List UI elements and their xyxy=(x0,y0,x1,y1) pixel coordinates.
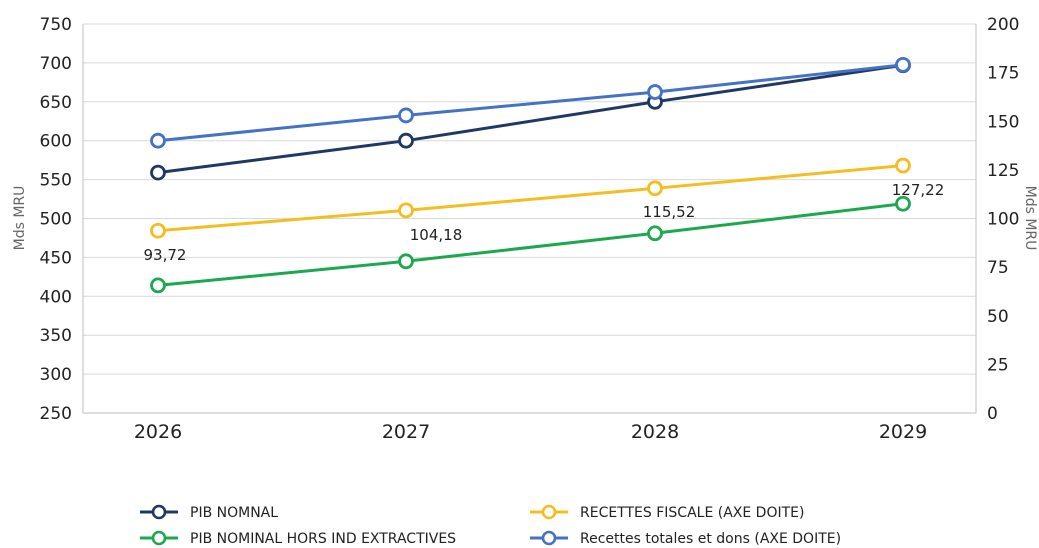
left-tick-label: 400 xyxy=(40,287,72,307)
left-axis-ticks: 250 300 350 400 450 500 550 600 650 700 750 xyxy=(40,15,72,424)
legend-item: PIB NOMNAL xyxy=(140,504,278,521)
data-point xyxy=(398,202,414,219)
right-axis-ticks: 0 25 50 75 100 125 150 175 200 xyxy=(987,15,1019,424)
series-2 xyxy=(150,157,911,239)
data-point xyxy=(895,56,911,73)
legend-swatch-marker xyxy=(151,530,167,546)
data-point xyxy=(150,277,166,294)
data-point xyxy=(150,222,166,239)
left-tick-label: 600 xyxy=(40,132,72,152)
left-tick-label: 550 xyxy=(40,171,72,191)
data-labels: 93,72 104,18 115,52 127,22 xyxy=(144,181,945,264)
data-point xyxy=(398,132,414,149)
legend-label: Recettes totales et dons (AXE DOITE) xyxy=(580,531,841,547)
left-tick-label: 700 xyxy=(40,54,72,74)
data-point xyxy=(895,195,911,212)
x-axis-ticks: 2026 2027 2028 2029 xyxy=(134,421,927,443)
legend: PIB NOMNAL PIB NOMINAL HORS IND EXTRACTIV… xyxy=(140,504,841,547)
data-point xyxy=(150,164,166,181)
data-label: 115,52 xyxy=(643,203,696,221)
series-1 xyxy=(150,195,911,294)
legend-item: Recettes totales et dons (AXE DOITE) xyxy=(530,530,841,547)
gridlines xyxy=(83,23,976,375)
right-tick-label: 50 xyxy=(987,307,1009,327)
right-tick-label: 75 xyxy=(987,258,1009,278)
series-layer xyxy=(150,56,911,294)
data-point xyxy=(398,253,414,270)
right-axis-title: Mds MRU xyxy=(1022,186,1038,251)
right-tick-label: 100 xyxy=(987,210,1019,230)
left-tick-label: 300 xyxy=(40,365,72,385)
data-label: 127,22 xyxy=(892,181,945,199)
x-tick-label: 2028 xyxy=(631,421,679,443)
data-point xyxy=(398,107,414,124)
right-tick-label: 150 xyxy=(987,112,1019,132)
series-line xyxy=(157,202,904,287)
legend-swatch-marker xyxy=(541,530,557,546)
left-tick-label: 250 xyxy=(40,404,72,424)
left-axis-title: Mds MRU xyxy=(12,186,28,251)
legend-label: PIB NOMINAL HORS IND EXTRACTIVES xyxy=(190,531,456,547)
series-3 xyxy=(150,56,911,149)
left-tick-label: 750 xyxy=(40,15,72,35)
series-line xyxy=(157,63,904,175)
right-tick-label: 125 xyxy=(987,161,1019,181)
data-point xyxy=(647,225,663,242)
left-tick-label: 650 xyxy=(40,93,72,113)
x-tick-label: 2027 xyxy=(382,421,430,443)
series-line xyxy=(157,63,904,143)
data-label: 104,18 xyxy=(410,226,463,244)
left-tick-label: 500 xyxy=(40,210,72,230)
data-point xyxy=(895,157,911,174)
right-tick-label: 25 xyxy=(987,355,1009,375)
legend-item: PIB NOMINAL HORS IND EXTRACTIVES xyxy=(140,530,456,547)
x-tick-label: 2029 xyxy=(879,421,927,443)
data-point xyxy=(647,180,663,197)
data-point xyxy=(150,132,166,149)
right-tick-label: 200 xyxy=(987,15,1019,35)
legend-item: RECETTES FISCALE (AXE DOITE) xyxy=(530,504,804,521)
legend-swatch-marker xyxy=(541,504,557,520)
x-tick-label: 2026 xyxy=(134,421,182,443)
legend-swatch-marker xyxy=(151,504,167,520)
chart-axes xyxy=(82,24,977,414)
right-tick-label: 175 xyxy=(987,64,1019,84)
right-tick-label: 0 xyxy=(987,404,998,424)
left-tick-label: 350 xyxy=(40,326,72,346)
series-line xyxy=(157,164,904,233)
data-label: 93,72 xyxy=(144,246,187,264)
legend-label: RECETTES FISCALE (AXE DOITE) xyxy=(580,505,804,521)
left-tick-label: 450 xyxy=(40,248,72,268)
data-point xyxy=(647,84,663,100)
legend-label: PIB NOMNAL xyxy=(190,505,278,521)
